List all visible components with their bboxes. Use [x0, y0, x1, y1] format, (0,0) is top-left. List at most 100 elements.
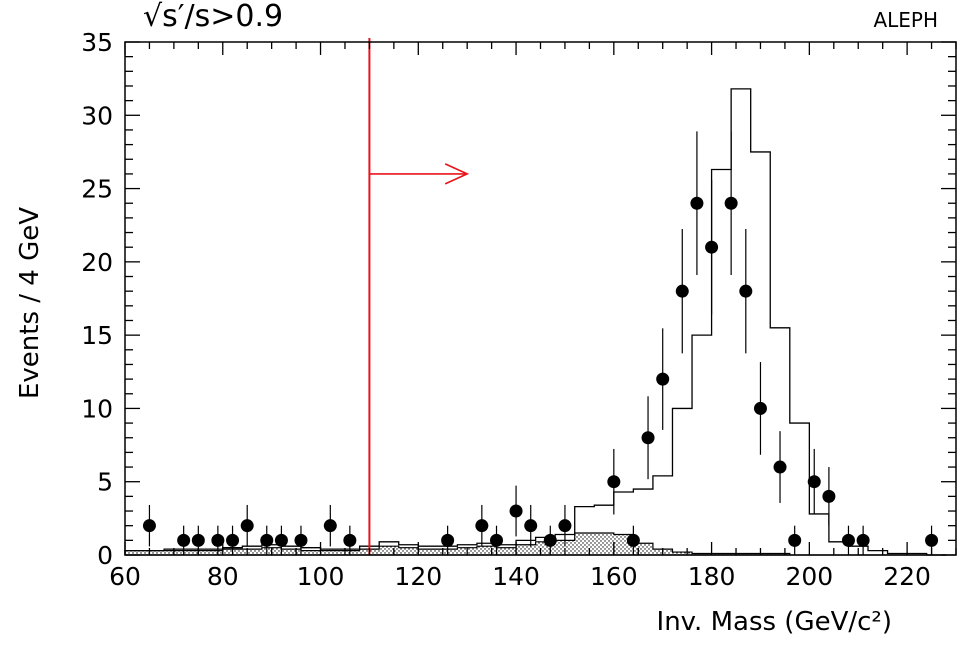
data-marker — [724, 196, 738, 210]
data-marker — [543, 533, 557, 547]
data-marker — [475, 519, 489, 533]
y-tick-label: 25 — [81, 175, 113, 204]
x-tick-label: 100 — [297, 562, 345, 591]
data-point — [142, 504, 156, 547]
data-marker — [675, 284, 689, 298]
data-marker — [211, 533, 225, 547]
data-point — [607, 448, 621, 515]
axis-ticks — [124, 41, 957, 556]
data-marker — [191, 533, 205, 547]
data-point — [490, 525, 504, 555]
x-tick-label: 120 — [394, 562, 442, 591]
data-marker — [690, 196, 704, 210]
data-marker — [558, 519, 572, 533]
x-tick-label: 140 — [492, 562, 540, 591]
data-point — [509, 485, 523, 537]
x-tick-label: 180 — [688, 562, 736, 591]
data-point — [211, 525, 225, 555]
data-marker — [788, 533, 802, 547]
data-marker — [607, 475, 621, 489]
cut-arrow-head — [444, 163, 470, 185]
data-marker — [323, 519, 337, 533]
background-histogram — [124, 532, 947, 556]
y-tick-label: 35 — [81, 28, 113, 57]
data-marker — [142, 519, 156, 533]
cut-marker — [368, 38, 470, 555]
data-point — [705, 180, 719, 315]
data-marker — [822, 489, 836, 503]
data-marker — [739, 284, 753, 298]
data-marker — [274, 533, 288, 547]
data-marker — [925, 533, 939, 547]
x-tick-label: 220 — [883, 562, 931, 591]
data-marker — [856, 533, 870, 547]
data-point — [274, 525, 288, 555]
x-axis-title: Inv. Mass (GeV/c²) — [657, 607, 892, 637]
data-marker — [753, 401, 767, 415]
x-tick-label: 200 — [785, 562, 833, 591]
data-marker — [441, 533, 455, 547]
background-area — [124, 532, 947, 556]
data-marker — [524, 519, 538, 533]
data-marker — [294, 533, 308, 547]
data-marker — [226, 533, 240, 547]
data-points — [142, 131, 939, 555]
data-point — [773, 431, 787, 503]
data-point — [475, 504, 489, 547]
data-marker — [177, 533, 191, 547]
data-point — [724, 131, 738, 276]
data-point — [626, 525, 640, 555]
data-point — [841, 525, 855, 555]
data-marker — [841, 533, 855, 547]
y-tick-label: 15 — [81, 321, 113, 350]
mc-total-histogram — [124, 88, 947, 556]
data-marker — [240, 519, 254, 533]
x-tick-label: 80 — [207, 562, 239, 591]
data-point — [240, 504, 254, 547]
data-point — [856, 525, 870, 555]
y-tick-label: 20 — [81, 248, 113, 277]
y-tick-label: 30 — [81, 101, 113, 130]
x-tick-labels: 60 80 100 120 140 160 180 200 220 — [109, 562, 931, 591]
data-marker — [490, 533, 504, 547]
plot-frame — [124, 41, 957, 556]
data-point — [807, 448, 821, 515]
data-marker — [343, 533, 357, 547]
data-point — [753, 362, 767, 455]
experiment-label: ALEPH — [873, 8, 938, 32]
data-point — [323, 504, 337, 547]
data-point — [690, 131, 704, 276]
selection-label: √s′/s>0.9 — [143, 0, 283, 34]
data-point — [788, 525, 802, 555]
data-point — [656, 328, 670, 430]
data-point — [675, 228, 689, 354]
data-point — [177, 525, 191, 555]
data-point — [558, 504, 572, 547]
mc-total-line — [124, 88, 947, 556]
data-marker — [509, 504, 523, 518]
data-marker — [773, 460, 787, 474]
data-marker — [260, 533, 274, 547]
y-tick-label: 10 — [81, 394, 113, 423]
data-marker — [807, 475, 821, 489]
data-point — [641, 396, 655, 480]
y-tick-labels: 0 5 10 15 20 25 30 35 — [81, 28, 113, 570]
data-point — [343, 525, 357, 555]
data-point — [543, 525, 557, 555]
data-marker — [626, 533, 640, 547]
data-point — [524, 504, 538, 547]
y-tick-label: 5 — [97, 468, 113, 497]
data-marker — [641, 431, 655, 445]
data-point — [739, 228, 753, 354]
y-tick-label: 0 — [97, 541, 113, 570]
data-point — [260, 525, 274, 555]
x-tick-label: 60 — [109, 562, 141, 591]
y-axis-title: Events / 4 GeV — [15, 207, 45, 399]
data-point — [822, 467, 836, 526]
data-point — [226, 525, 240, 555]
data-point — [441, 525, 455, 555]
x-tick-label: 160 — [590, 562, 638, 591]
data-marker — [705, 240, 719, 254]
data-marker — [656, 372, 670, 386]
